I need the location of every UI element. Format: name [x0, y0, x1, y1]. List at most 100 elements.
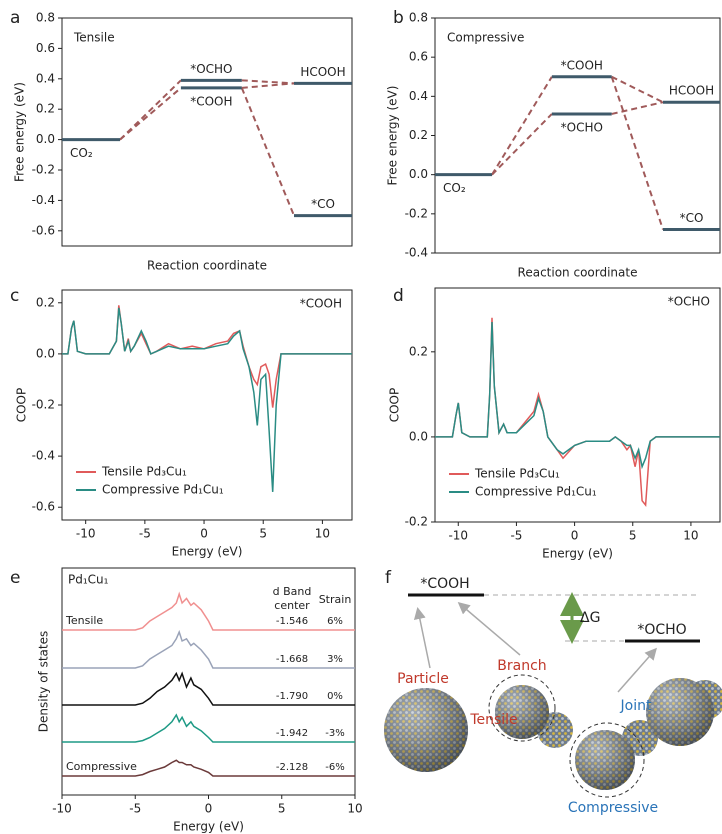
band-center: -1.942	[276, 728, 308, 739]
level-label: *COOH	[190, 94, 232, 108]
y-tick-label: -0.2	[405, 515, 428, 529]
x-tick-label: 10	[347, 802, 362, 816]
x-tick-label: 0	[571, 529, 579, 543]
link	[241, 82, 295, 89]
plot-frame	[434, 17, 721, 254]
x-tick-label: 5	[278, 802, 286, 816]
x-tick-label: 0	[200, 527, 208, 541]
legend-label: Compressive Pd₁Cu₁	[102, 483, 224, 497]
line	[435, 321, 720, 470]
highlight	[488, 674, 556, 742]
x-tick-label: -5	[129, 802, 141, 816]
level-label: CO₂	[443, 181, 466, 195]
y-axis-label: Free energy (eV)	[386, 86, 400, 186]
y-tick-label: 0.8	[36, 11, 55, 25]
dos-line	[62, 759, 355, 777]
dos-line	[62, 713, 355, 743]
y-tick-label: 0.6	[36, 41, 55, 55]
label: Branch	[497, 658, 546, 674]
panel-title: Compressive	[447, 31, 524, 45]
y-tick-label: 0.4	[409, 89, 428, 103]
line	[62, 307, 352, 492]
link	[240, 87, 295, 216]
band-center: -1.790	[276, 691, 308, 702]
panel-title: Pd₁Cu₁	[68, 573, 109, 587]
level-label: *OCHO	[637, 622, 686, 638]
y-tick-label: -0.6	[32, 500, 55, 514]
plot-frame	[61, 17, 353, 247]
particle-shade	[384, 688, 468, 772]
y-tick-label: 0.2	[409, 344, 428, 358]
column-header: d Band	[273, 585, 312, 598]
x-tick-label: 10	[683, 529, 698, 543]
y-tick-label: -0.2	[32, 163, 55, 177]
x-tick-label: -10	[448, 529, 468, 543]
label: Tensile	[469, 712, 517, 728]
y-tick-label: -0.2	[405, 206, 428, 220]
level-label: CO₂	[70, 146, 93, 160]
branch-cluster	[495, 678, 722, 790]
strain: 0%	[327, 691, 343, 702]
y-tick-label: -0.2	[32, 398, 55, 412]
annotation: *COOH	[300, 297, 342, 311]
panel-label: f	[385, 568, 392, 588]
level-label: *OCHO	[561, 120, 603, 134]
series-label: Tensile	[65, 614, 103, 627]
link	[611, 101, 664, 115]
link	[491, 113, 553, 176]
band-center: -1.668	[276, 654, 308, 665]
x-axis-label: Energy (eV)	[173, 820, 244, 834]
delta-label: ΔG	[580, 610, 600, 626]
link	[241, 79, 295, 85]
x-tick-label: 5	[259, 527, 267, 541]
label: Compressive	[568, 800, 658, 816]
label: Particle	[397, 671, 449, 687]
label: Joint	[620, 698, 652, 714]
legend-label: Tensile Pd₃Cu₁	[474, 467, 560, 481]
x-tick-label: -5	[139, 527, 151, 541]
x-axis-label: Energy (eV)	[172, 545, 243, 559]
strain: -6%	[325, 762, 344, 773]
panel-label: a	[10, 8, 20, 28]
x-tick-label: 10	[315, 527, 330, 541]
y-tick-label: -0.4	[32, 449, 55, 463]
level-label: *COOH	[561, 58, 603, 72]
annotation: *OCHO	[668, 295, 710, 309]
panel-label: d	[393, 286, 404, 306]
strain: -3%	[325, 728, 344, 739]
y-axis-label: Free energy (eV)	[13, 82, 27, 182]
legend-label: Compressive Pd₁Cu₁	[475, 485, 597, 499]
series-label: Compressive	[66, 760, 137, 773]
y-tick-label: -0.4	[32, 193, 55, 207]
y-tick-label: 0.2	[36, 102, 55, 116]
x-axis-label: Reaction coordinate	[147, 259, 267, 273]
y-axis-label: COOP	[388, 388, 402, 423]
panel-title: Tensile	[73, 31, 115, 45]
link	[610, 76, 664, 230]
legend-label: Tensile Pd₃Cu₁	[101, 465, 187, 479]
dos-line	[62, 671, 355, 706]
arrow	[617, 647, 657, 693]
strain: 3%	[327, 654, 343, 665]
dos-line	[62, 591, 355, 631]
x-tick-label: -10	[76, 527, 96, 541]
band-center: -2.128	[276, 762, 308, 773]
plot-frame	[434, 287, 721, 523]
level-label: *OCHO	[190, 62, 232, 76]
level-label: *CO	[311, 197, 335, 211]
level-label: *CO	[680, 211, 704, 225]
panel-label: c	[10, 286, 19, 306]
panel-label: b	[393, 8, 404, 28]
column-header: Strain	[319, 593, 352, 606]
panel-f-art	[384, 592, 722, 798]
x-tick-label: -10	[52, 802, 72, 816]
y-tick-label: -0.6	[32, 223, 55, 237]
x-tick-label: 5	[629, 529, 637, 543]
y-tick-label: -0.4	[405, 246, 428, 260]
link	[491, 76, 553, 176]
arrow	[457, 602, 521, 656]
y-tick-label: 0.0	[409, 167, 428, 181]
level-label: HCOOH	[669, 84, 714, 98]
x-tick-label: 0	[205, 802, 213, 816]
